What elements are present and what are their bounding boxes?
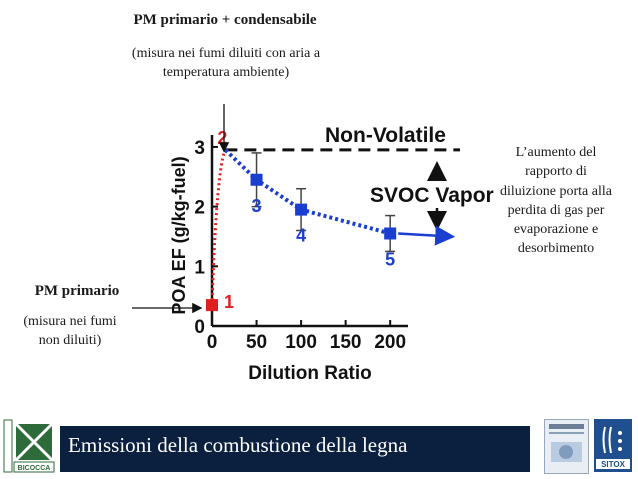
x-tick-label: 100 [285,332,317,353]
red-data-point [206,299,218,312]
blue-point-label: 4 [296,226,306,246]
blue-point-label: 5 [385,249,395,269]
chart-labels: Dilution Ratio POA EF (g/kg-fuel) Non-Vola… [169,124,494,384]
y-tick-label: 2 [194,198,205,219]
red-point-label: 1 [224,292,234,312]
chart-axes [210,135,408,328]
blue-trend-arrow [398,225,456,246]
x-tick-label: 150 [330,332,362,353]
x-tick-label: 50 [246,332,267,353]
blue-data-point [295,203,308,216]
footer-title: Emissioni della combustione della legna [68,433,408,457]
university-logo: BICOCCA [2,418,56,474]
top-annotation-subtitle: (misura nei fumi diluiti con aria a temp… [131,46,321,80]
y-axis-title: POA EF (g/kg-fuel) [169,156,189,314]
x-tick-label: 0 [207,332,218,353]
blue-data-point [250,173,263,186]
y-tick-label: 0 [194,317,205,338]
left-annotation-title: PM primario [34,283,120,299]
blue-data-point [384,227,397,240]
y-tick-label: 1 [194,257,205,278]
x-tick-label: 200 [374,332,406,353]
top-annotation-title: PM primario + condensabile [133,12,317,28]
blue-series-line [223,148,391,236]
red-point-label: 2 [217,128,227,148]
sitox-logo: SITOX [594,419,632,472]
right-annotation-note: L’aumento del rapporto di diluizione por… [500,145,612,257]
blue-point-label: 3 [252,196,262,216]
y-tick-label: 3 [194,138,205,159]
red-series-line [210,149,227,306]
chart-marks [206,148,460,312]
publication-cover-image [544,419,589,474]
svg-text:SITOX: SITOX [601,460,626,469]
left-annotation-subtitle: (misura nei fumi non diluiti) [23,314,117,348]
non-volatile-label: Non-Volatile [325,124,446,147]
x-axis-title: Dilution Ratio [248,363,371,384]
svoc-vapor-label: SVOC Vapor [370,184,494,207]
svg-text:BICOCCA: BICOCCA [18,465,51,472]
footer-bar [60,426,530,472]
